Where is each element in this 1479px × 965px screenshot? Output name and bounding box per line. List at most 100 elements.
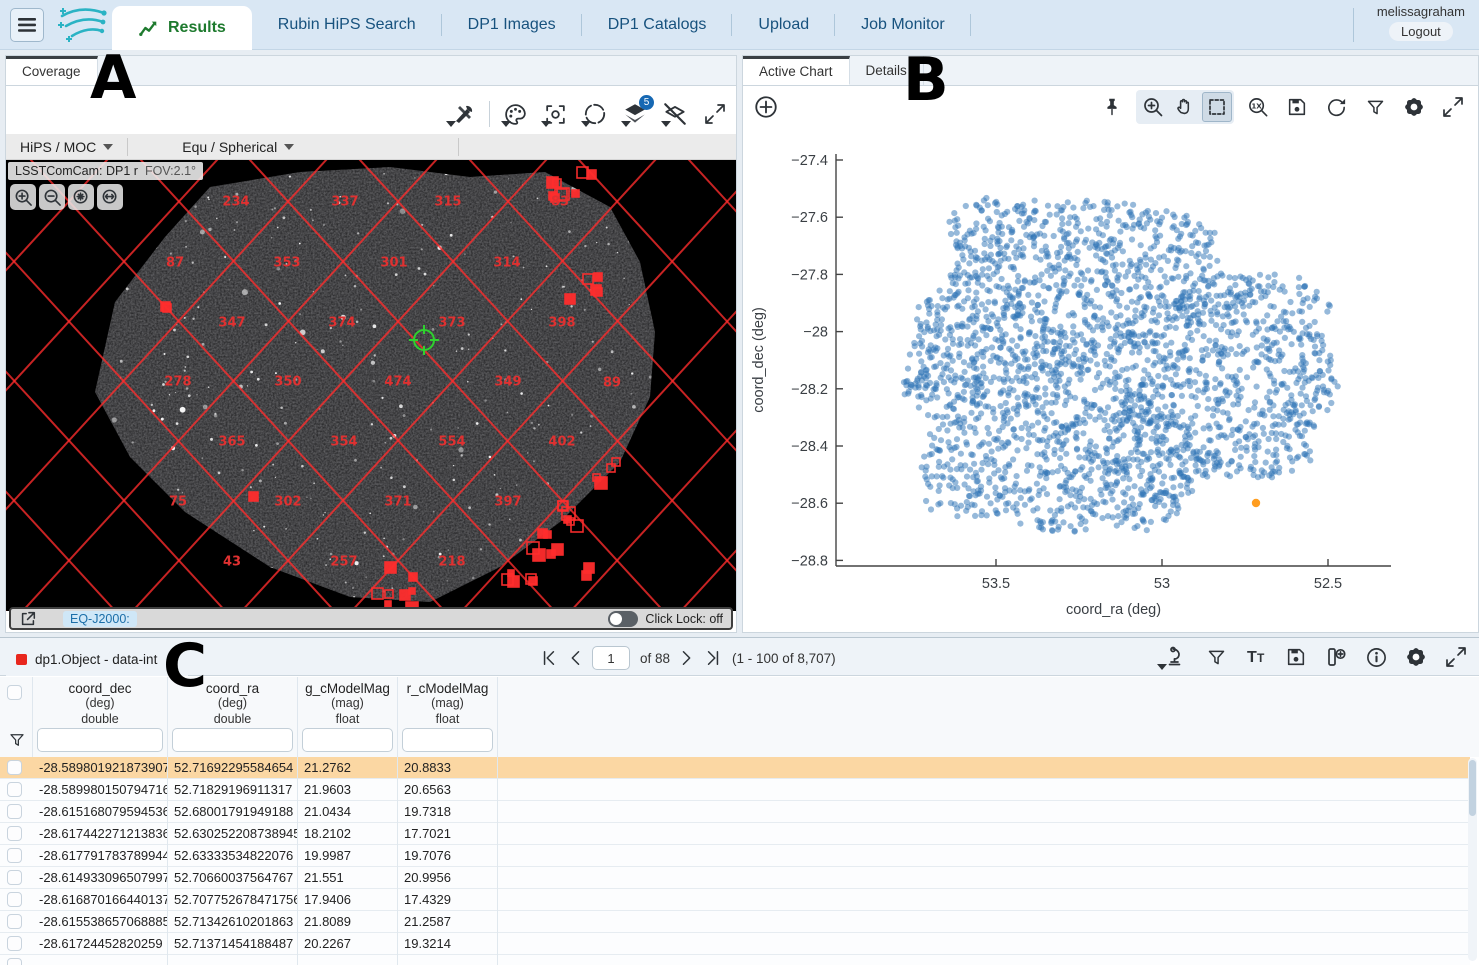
table-panel: dp1.Object - data-int × of 88 (1 - 100 o… (0, 637, 1479, 965)
layers-hide-icon[interactable] (660, 99, 690, 129)
row-checkbox[interactable] (7, 914, 22, 929)
table-cell: -28.589980150794716 (33, 779, 168, 801)
nav-tab-upload[interactable]: Upload (732, 0, 835, 50)
page-number-input[interactable] (592, 646, 630, 670)
next-page-icon[interactable] (680, 650, 694, 666)
table-row[interactable]: -28.61493309650799752.7066003756476721.5… (0, 867, 1470, 889)
table-cell (33, 955, 168, 965)
row-checkbox[interactable] (7, 958, 22, 965)
row-checkbox[interactable] (7, 892, 22, 907)
tract-number: 75 (169, 495, 187, 510)
pin-chart-icon[interactable] (1097, 92, 1127, 122)
table-row[interactable]: -28.61687016644013752.70775267847175617.… (0, 889, 1470, 911)
scatter-plot[interactable]: 53.55352.5−27.4−27.6−27.8−28−28.2−28.4−2… (743, 127, 1478, 632)
nav-tab-dp1-images[interactable]: DP1 Images (442, 0, 582, 50)
row-range-label: (1 - 100 of 8,707) (732, 651, 836, 666)
table-row[interactable] (0, 955, 1470, 965)
add-chart-icon[interactable] (751, 92, 781, 122)
prev-page-icon[interactable] (568, 650, 582, 666)
row-checkbox[interactable] (7, 826, 22, 841)
table-tab-dp1-object[interactable]: dp1.Object - data-int × (6, 642, 188, 676)
zoom-fit-icon[interactable] (68, 184, 94, 210)
page-count-label: of 88 (640, 651, 670, 666)
logout-button[interactable]: Logout (1389, 22, 1453, 41)
expand-panel-icon[interactable] (700, 99, 730, 129)
chart-settings-icon[interactable] (1399, 92, 1429, 122)
tract-number: 398 (548, 316, 575, 331)
table-row[interactable]: -28.58998015079471652.7182919691131721.9… (0, 779, 1470, 801)
tract-number: 397 (494, 495, 521, 510)
svg-text:−28.4: −28.4 (791, 439, 828, 455)
chart-filter-icon[interactable] (1360, 92, 1390, 122)
chart-expand-icon[interactable] (1438, 92, 1468, 122)
tract-number: 314 (493, 256, 520, 271)
tab-coverage[interactable]: Coverage (6, 56, 98, 85)
table-row[interactable]: -28.61553865706888552.7134261020186321.8… (0, 911, 1470, 933)
table-text-view-icon[interactable]: TT (1241, 642, 1271, 672)
color-palette-icon[interactable] (500, 99, 530, 129)
table-add-column-icon[interactable] (1321, 642, 1351, 672)
row-checkbox[interactable] (7, 760, 22, 775)
nav-tab-dp1-catalogs[interactable]: DP1 Catalogs (582, 0, 733, 50)
hamburger-menu-icon[interactable] (10, 8, 44, 42)
hips-moc-dropdown[interactable]: HiPS / MOC (6, 139, 127, 155)
table-save-icon[interactable] (1281, 642, 1311, 672)
nav-tab-rubin-hips-search[interactable]: Rubin HiPS Search (252, 0, 442, 50)
zoom-fill-icon[interactable] (97, 184, 123, 210)
chart-select-icon[interactable] (1202, 92, 1232, 122)
layers-icon[interactable]: 5 (620, 99, 650, 129)
zoom-in-icon[interactable] (10, 184, 36, 210)
row-checkbox[interactable] (7, 936, 22, 951)
column-filter-input[interactable] (402, 728, 493, 752)
table-filter-icon[interactable] (1201, 642, 1231, 672)
table-row[interactable]: -28.61744227121383652.63025220873894518.… (0, 823, 1470, 845)
zoom-out-icon[interactable] (39, 184, 65, 210)
table-pagination: of 88 (1 - 100 of 8,707) (540, 642, 836, 674)
firefly-logo-icon[interactable] (56, 4, 108, 46)
nav-tab-job-monitor[interactable]: Job Monitor (835, 0, 971, 50)
row-checkbox[interactable] (7, 782, 22, 797)
table-settings-icon[interactable] (1401, 642, 1431, 672)
table-cell: -28.617791783789944 (33, 845, 168, 867)
scatter-points (901, 195, 1341, 535)
last-page-icon[interactable] (704, 650, 722, 666)
table-info-icon[interactable] (1361, 642, 1391, 672)
tract-number: 347 (218, 316, 245, 331)
projection-dropdown[interactable]: Equ / Spherical (168, 139, 308, 155)
filter-row-icon[interactable] (8, 731, 26, 749)
coordinate-readout-bar: EQ-J2000: Click Lock: off (9, 607, 733, 630)
chart-zoom-original-icon[interactable]: 1X (1243, 92, 1273, 122)
table-row[interactable]: -28.61516807959453652.6800179194918821.0… (0, 801, 1470, 823)
first-page-icon[interactable] (540, 650, 558, 666)
table-row[interactable]: -28.58980192187390752.7169229558465421.2… (0, 757, 1470, 779)
chart-pan-icon[interactable] (1170, 92, 1200, 122)
row-checkbox[interactable] (7, 848, 22, 863)
svg-text:−28.6: −28.6 (791, 496, 828, 512)
table-row[interactable]: -28.61779178378994452.6333353482207619.9… (0, 845, 1470, 867)
table-body[interactable]: -28.58980192187390752.7169229558465421.2… (0, 757, 1470, 965)
external-link-icon[interactable] (19, 610, 37, 628)
column-filter-input[interactable] (302, 728, 393, 752)
column-header-g_cModelMag[interactable]: g_cModelMag(mag)float (298, 677, 398, 757)
chart-save-icon[interactable] (1282, 92, 1312, 122)
column-filter-input[interactable] (37, 728, 163, 752)
table-row[interactable]: -28.6172445282025952.7137145418848720.22… (0, 933, 1470, 955)
click-lock-toggle[interactable] (608, 611, 638, 627)
table-expand-icon[interactable] (1441, 642, 1471, 672)
column-header-r_cModelMag[interactable]: r_cModelMag(mag)float (398, 677, 498, 757)
tab-active-chart[interactable]: Active Chart (743, 56, 850, 85)
column-filter-input[interactable] (172, 728, 293, 752)
row-checkbox[interactable] (7, 870, 22, 885)
select-all-checkbox[interactable] (7, 685, 22, 700)
chart-restore-icon[interactable] (1321, 92, 1351, 122)
column-header-coord_dec[interactable]: coord_dec(deg)double (33, 677, 168, 757)
select-region-icon[interactable] (580, 99, 610, 129)
table-scope-icon[interactable] (1161, 642, 1191, 672)
sky-coverage-image[interactable]: LSSTComCam: DP1 rFOV:2.1° 23433731583873… (6, 160, 736, 611)
image-tools-icon[interactable] (449, 99, 479, 129)
top-nav-tabs: ResultsRubin HiPS SearchDP1 ImagesDP1 Ca… (112, 0, 971, 50)
table-vertical-scrollbar[interactable] (1468, 758, 1477, 961)
row-checkbox[interactable] (7, 804, 22, 819)
chart-zoom-icon[interactable] (1138, 92, 1168, 122)
recenter-icon[interactable] (540, 99, 570, 129)
